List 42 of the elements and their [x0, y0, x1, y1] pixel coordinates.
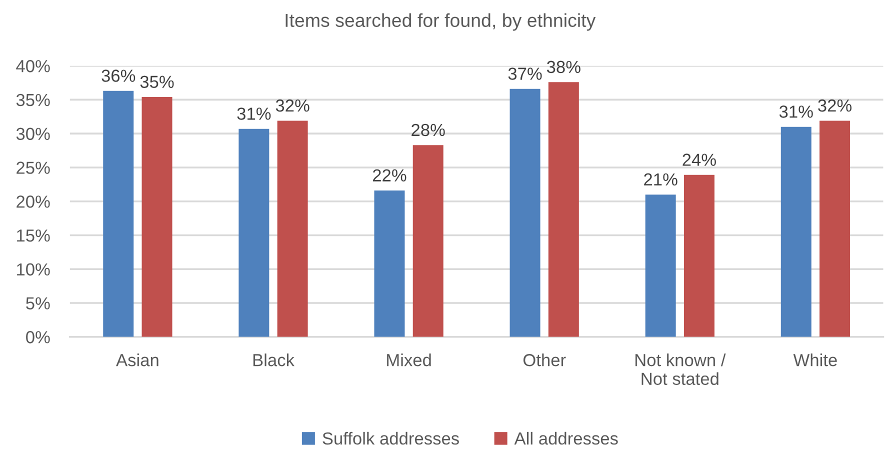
- bar: [684, 174, 714, 337]
- y-tick-label: 10%: [17, 263, 50, 276]
- data-label: 32%: [276, 99, 310, 112]
- y-tick-label: 0%: [26, 331, 50, 344]
- bar: [103, 90, 134, 337]
- bar: [277, 120, 308, 337]
- data-label: 35%: [140, 76, 174, 88]
- y-tick-label: 40%: [16, 60, 50, 72]
- y-tick-label: 30%: [16, 128, 50, 140]
- data-label: 22%: [372, 169, 406, 182]
- chart-title: Items searched for found, by ethnicity: [286, 13, 596, 31]
- bar: [780, 126, 812, 337]
- x-tick-label: Mixed: [387, 354, 431, 366]
- bar: [510, 88, 540, 337]
- bar: [142, 97, 172, 337]
- x-tick-label: Asian: [116, 354, 158, 366]
- x-tick-label: Not known / Not stated: [635, 354, 726, 385]
- x-tick-label: Black: [253, 354, 294, 366]
- data-label: 21%: [644, 173, 678, 186]
- data-label: 24%: [682, 154, 716, 166]
- y-tick-label: 5%: [26, 297, 50, 310]
- data-label: 36%: [102, 70, 136, 82]
- data-label: 32%: [818, 99, 852, 112]
- y-tick-label: 25%: [16, 162, 50, 174]
- data-label: 31%: [237, 108, 271, 120]
- data-label: 31%: [779, 106, 813, 118]
- data-label: 37%: [508, 68, 542, 80]
- y-tick-label: 15%: [17, 229, 50, 242]
- bar: [820, 120, 850, 337]
- data-label: 38%: [546, 60, 580, 74]
- y-tick-label: 35%: [16, 94, 50, 106]
- legend-label: Suffolk addresses: [322, 432, 459, 445]
- bar: [374, 190, 405, 337]
- data-label: 28%: [412, 124, 445, 136]
- x-tick-label: White: [793, 354, 837, 366]
- legend-label: All addresses: [514, 432, 618, 445]
- bar: [238, 128, 270, 337]
- x-tick-label: Other: [523, 354, 566, 366]
- y-tick-label: 20%: [16, 196, 50, 208]
- bar: [548, 82, 579, 337]
- bar: [645, 194, 676, 337]
- bar: [412, 145, 444, 337]
